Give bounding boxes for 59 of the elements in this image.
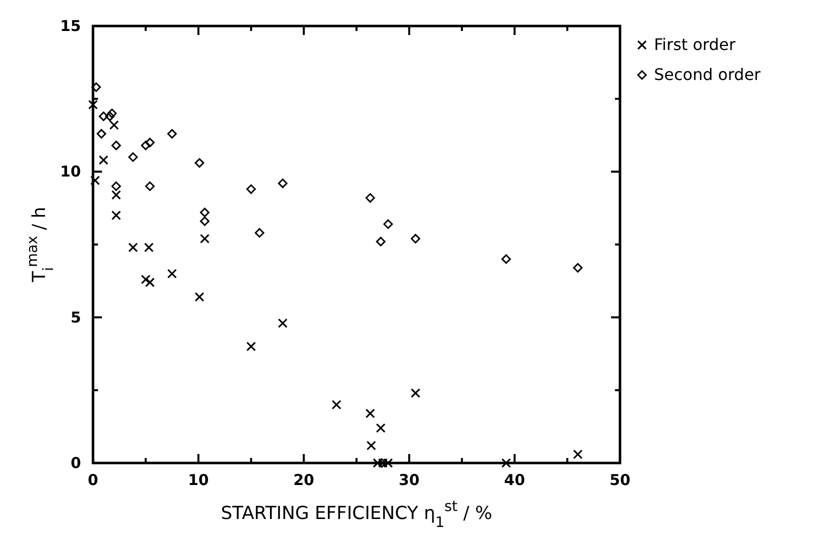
point [200, 216, 210, 226]
point [91, 82, 101, 92]
point [366, 440, 376, 450]
legend-label: First order [654, 35, 736, 54]
y-tick-label: 0 [70, 454, 81, 472]
point [111, 140, 121, 150]
point [145, 181, 155, 191]
point [376, 423, 386, 433]
x-tick-label: 0 [88, 471, 98, 489]
point [107, 108, 117, 118]
point [365, 408, 375, 418]
point [254, 228, 264, 238]
point [105, 112, 115, 122]
point [167, 129, 177, 139]
point [88, 100, 98, 110]
point [501, 458, 511, 468]
point [167, 268, 177, 278]
point [246, 342, 256, 352]
point [200, 208, 210, 218]
point [376, 236, 386, 246]
point [145, 138, 155, 148]
point [278, 318, 288, 328]
point [573, 449, 583, 460]
point [128, 152, 138, 162]
legend-label: Second order [654, 65, 762, 84]
point [111, 190, 121, 200]
point [111, 181, 121, 191]
point [140, 140, 150, 150]
x-axis-title: STARTING EFFICIENCY η$_{1}$$^{st}$ / % [220, 499, 492, 531]
point [145, 278, 155, 288]
point [278, 178, 288, 188]
point [98, 155, 108, 165]
point [96, 129, 106, 139]
y-tick-label: 5 [70, 308, 81, 326]
point [194, 292, 204, 302]
point [90, 176, 100, 186]
point [410, 388, 420, 398]
point [200, 234, 210, 244]
point [246, 184, 256, 194]
point [111, 210, 121, 220]
point [332, 400, 342, 410]
x-tick-label: 20 [293, 471, 314, 489]
point [573, 263, 583, 273]
x-tick-label: 40 [504, 471, 526, 489]
point [128, 242, 138, 252]
y-tick-label: 10 [60, 162, 81, 181]
x-tick-label: 30 [398, 471, 420, 489]
point [144, 242, 154, 252]
point [501, 254, 511, 264]
point [410, 234, 420, 244]
point [109, 120, 119, 130]
point [383, 219, 393, 229]
y-tick-label: 15 [60, 17, 81, 35]
x-tick-label: 10 [188, 471, 209, 489]
point [98, 112, 108, 122]
x-tick-label: 50 [610, 471, 630, 489]
point [140, 274, 150, 284]
point [365, 193, 375, 203]
point [194, 158, 204, 168]
